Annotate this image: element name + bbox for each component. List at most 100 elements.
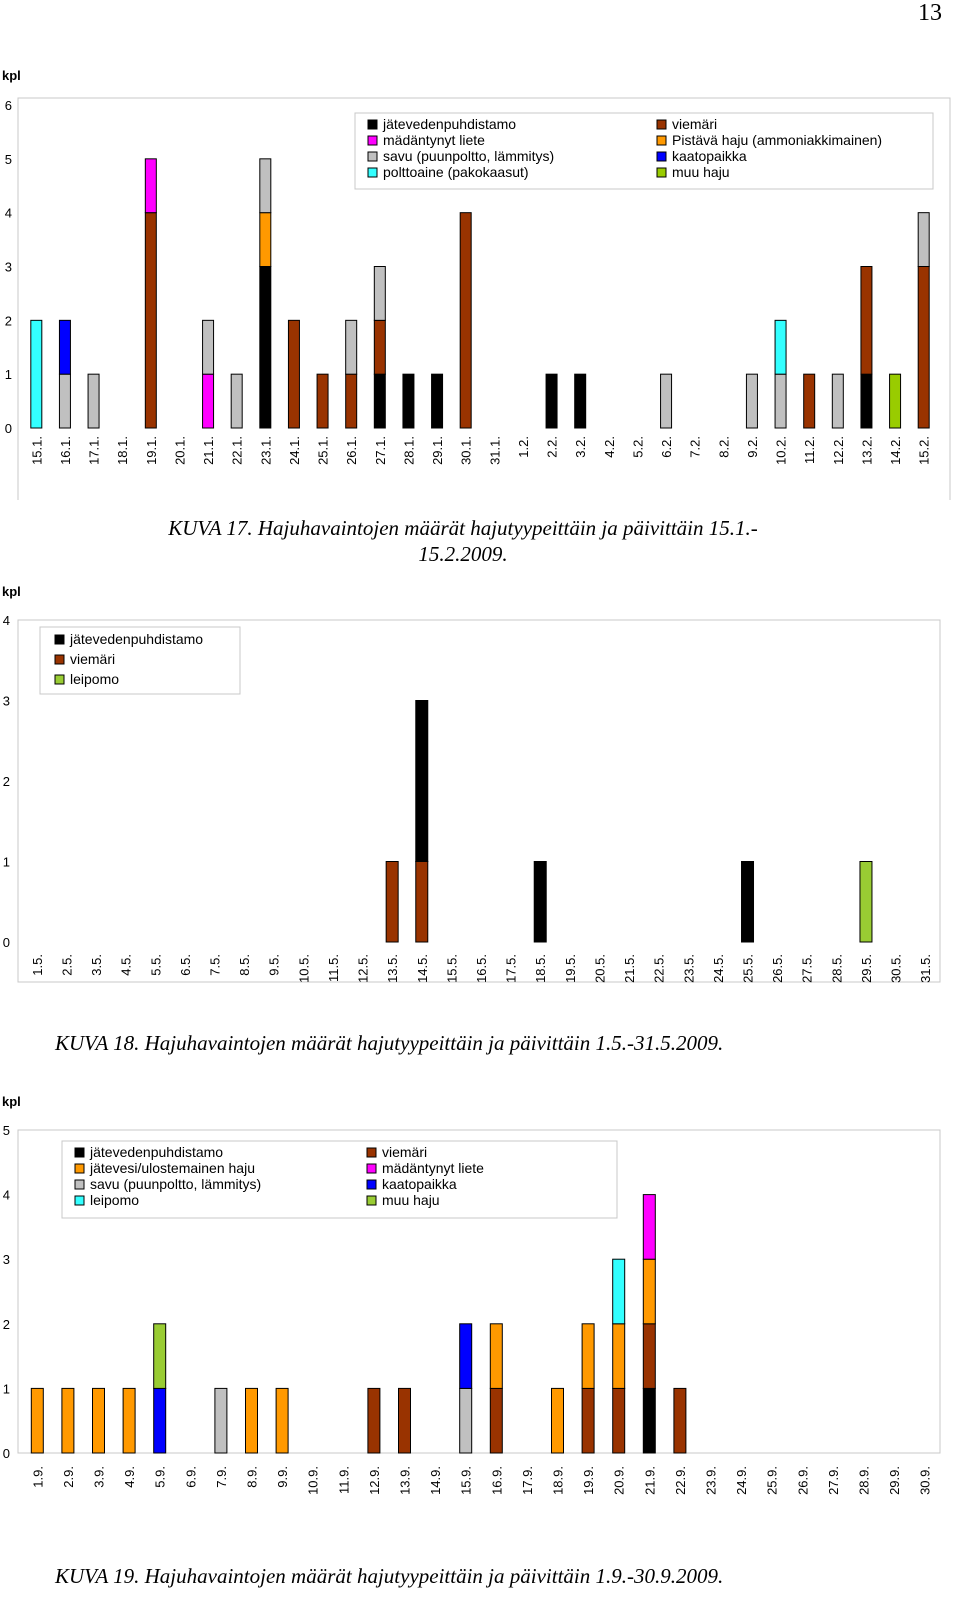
bar-savu-puunpoltto-lammitys: [660, 373, 673, 429]
y-tick-label: 0: [3, 1446, 10, 1461]
bar-jatevedenpuhdistamo: [373, 373, 386, 429]
x-tick-label: 1.9.: [30, 1466, 45, 1488]
x-tick-label: 12.5.: [356, 954, 371, 983]
x-tick-label: 17.9.: [520, 1466, 535, 1495]
x-tick-label: 14.2.: [888, 436, 903, 465]
x-tick-label: 11.5.: [326, 954, 341, 982]
bar-jatevedenpuhdistamo: [431, 373, 444, 429]
x-tick-label: 8.9.: [245, 1466, 260, 1488]
x-tick-label: 28.1.: [401, 436, 416, 465]
legend-label-viemari: viemäri: [70, 651, 115, 667]
legend-swatch-madantynyt-liete: [366, 1163, 377, 1174]
chart-kuva19: kpl 0 1 2 3 4 5 1.9. 2.9. 3.9. 4.9. 5.9. 6.9. 7.9. 8.9…: [2, 1094, 941, 1495]
legend-label-savu-puunpoltto-lammitys: savu (puunpoltto, lämmitys): [90, 1176, 261, 1192]
x-tick-label: 23.5.: [681, 954, 696, 983]
bar-jatevedenpuhdistamo: [259, 266, 272, 429]
x-tick-label: 30.5.: [889, 954, 904, 983]
legend-swatch-kaatopaikka: [366, 1179, 377, 1190]
x-tick-label: 9.5.: [267, 954, 282, 976]
y-tick-label: 4: [3, 613, 10, 628]
x-tick-label: 25.5.: [741, 954, 756, 983]
x-tick-label: 1.5.: [30, 954, 45, 976]
bar-viemari: [612, 1387, 626, 1454]
x-tick-label: 2.5.: [59, 954, 74, 976]
bar-jatevesi-ulostemainen-haju: [551, 1387, 564, 1454]
bar-jatevedenpuhdistamo: [545, 373, 558, 429]
bar-viemari: [917, 266, 930, 429]
x-tick-label: 14.5.: [415, 954, 430, 983]
y-tick-label: 0: [5, 421, 12, 436]
bar-kaatopaikka: [153, 1387, 167, 1454]
x-tick-label: 21.1.: [201, 436, 216, 465]
bar-jatevesi-ulostemainen-haju: [92, 1387, 105, 1454]
x-tick-label: 7.5.: [207, 954, 222, 976]
bar-savu-puunpoltto-lammitys: [831, 373, 844, 429]
x-tick-label: 23.1.: [258, 436, 273, 465]
x-tick-label: 26.1.: [344, 436, 359, 465]
x-tick-label: 15.2.: [917, 436, 932, 465]
legend-label-leipomo: leipomo: [70, 671, 119, 687]
legend-swatch-jatevedenpuhdistamo: [74, 1147, 85, 1158]
legend-label-muu-haju: muu haju: [672, 164, 730, 180]
x-tick-label: 3.9.: [92, 1466, 107, 1488]
x-tick-label: 21.9.: [642, 1466, 657, 1495]
x-tick-label: 4.9.: [122, 1466, 137, 1488]
legend-box: [39, 626, 241, 695]
y-axis-label: kpl: [2, 68, 21, 83]
y-tick-label: 1: [3, 855, 10, 870]
y-tick-label: 4: [3, 1188, 10, 1203]
y-tick-label: 3: [3, 694, 10, 709]
legend-swatch-savu-puunpoltto-lammitys: [367, 151, 378, 162]
y-tick-label: 1: [5, 367, 12, 382]
x-tick-label: 30.1.: [459, 436, 474, 465]
x-tick-label: 18.5.: [533, 954, 548, 983]
x-tick-label: 12.9.: [367, 1466, 382, 1495]
legend-swatch-jatevedenpuhdistamo: [367, 119, 378, 130]
bar-jatevedenpuhdistamo: [574, 373, 587, 429]
x-tick-label: 20.1.: [172, 436, 187, 465]
x-tick-label: 6.2.: [659, 436, 674, 458]
legend-swatch-jatevedenpuhdistamo: [54, 634, 65, 645]
plot-frame: [17, 619, 941, 983]
legend-label-jatevedenpuhdistamo: jätevedenpuhdistamo: [89, 1144, 223, 1160]
x-tick-label: 31.1.: [487, 436, 502, 465]
bar-viemari: [803, 373, 816, 429]
x-tick-label: 20.5.: [592, 954, 607, 983]
bar-jatevesi-ulostemainen-haju: [612, 1323, 626, 1389]
bar-polttoaine-pakokaasut: [30, 319, 43, 429]
legend-swatch-madantynyt-liete: [367, 135, 378, 146]
y-tick-label: 1: [3, 1381, 10, 1396]
y-tick-label: 2: [3, 774, 10, 789]
bar-jatevedenpuhdistamo: [860, 373, 873, 429]
legend-swatch-pistava-haju-ammoniakkimainen: [656, 135, 667, 146]
x-tick-label: 7.2.: [688, 436, 703, 458]
bar-pistava-haju-ammoniakkimainen: [259, 212, 272, 268]
y-tick-label: 4: [5, 206, 12, 221]
bar-viemari: [581, 1387, 595, 1454]
legend-label-polttoaine-pakokaasut: polttoaine (pakokaasut): [383, 164, 529, 180]
x-tick-label: 3.5.: [89, 954, 104, 976]
x-tick-label: 30.9.: [918, 1466, 933, 1495]
x-tick-label: 5.9.: [153, 1466, 168, 1488]
x-tick-label: 25.9.: [765, 1466, 780, 1495]
legend-swatch-viemari: [366, 1147, 377, 1158]
x-tick-label: 19.1.: [144, 436, 159, 465]
x-tick-label: 9.9.: [275, 1466, 290, 1488]
x-tick-label: 6.9.: [183, 1466, 198, 1488]
bar-kaatopaikka: [58, 319, 71, 375]
x-tick-label: 27.1.: [373, 436, 388, 465]
bar-jatevedenpuhdistamo: [642, 1387, 656, 1454]
x-tick-label: 3.2.: [573, 436, 588, 458]
bar-viemari: [316, 373, 329, 429]
bar-madantynyt-liete: [642, 1194, 656, 1260]
y-tick-label: 5: [3, 1123, 10, 1138]
x-tick-label: 24.9.: [734, 1466, 749, 1495]
bar-jatevesi-ulostemainen-haju: [122, 1387, 136, 1454]
y-axis-label: kpl: [2, 1094, 21, 1109]
x-tick-label: 5.5.: [148, 954, 163, 976]
x-tick-label: 31.5.: [918, 954, 933, 983]
bar-savu-puunpoltto-lammitys: [214, 1387, 228, 1454]
bar-savu-puunpoltto-lammitys: [58, 373, 71, 429]
bar-jatevesi-ulostemainen-haju: [245, 1387, 258, 1454]
x-tick-label: 16.5.: [474, 954, 489, 983]
